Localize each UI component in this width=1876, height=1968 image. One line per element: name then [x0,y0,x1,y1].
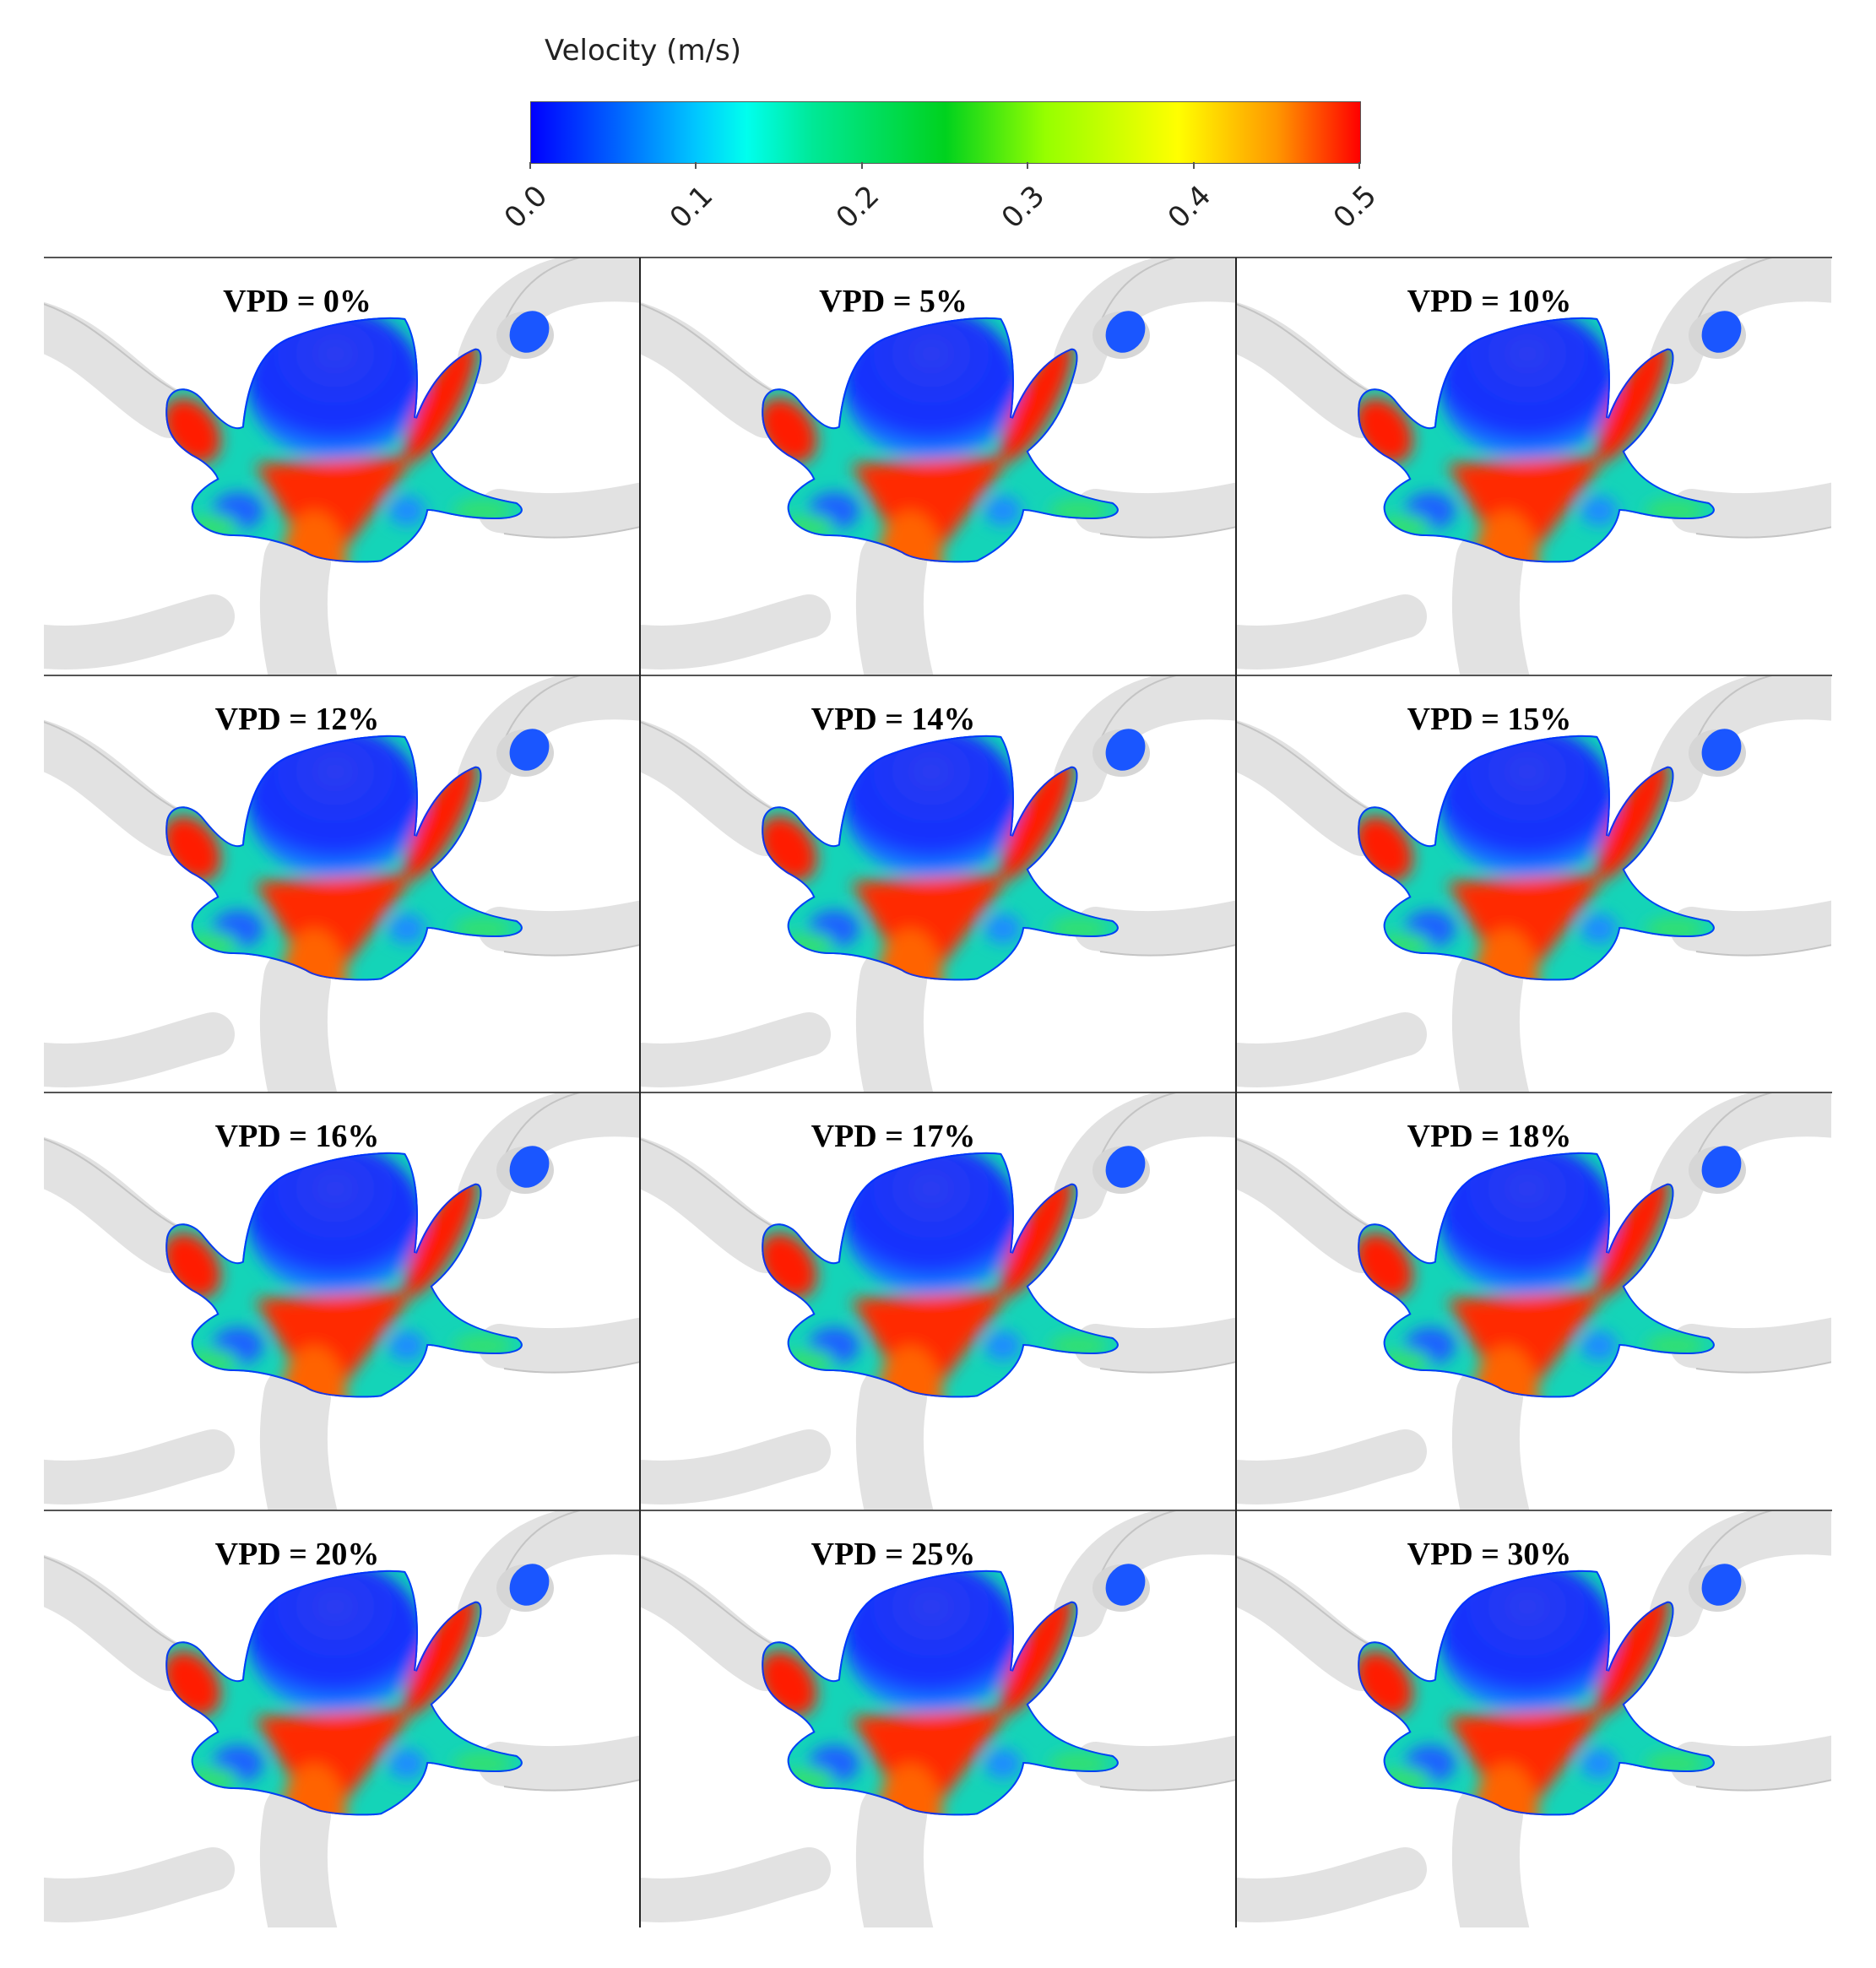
colorbar-tick [529,162,531,169]
velocity-contour-plot [640,1092,1235,1510]
contour-panel: VPD = 18% [1236,1092,1831,1510]
flow-domain [165,1152,523,1398]
flow-domain [762,735,1119,980]
panel-title: VPD = 16% [214,1119,380,1154]
colorbar-tick-label: 0.5 [1326,179,1384,236]
velocity-contour-plot [44,1092,639,1510]
panel-grid: VPD = 0% VPD = 5% VPD = 10% VPD = 12% VPD = … [44,257,1832,1927]
colorbar-tick [1027,162,1029,169]
panel-title: VPD = 18% [1407,1119,1572,1154]
panel-title: VPD = 30% [1407,1536,1572,1572]
velocity-contour-plot [640,675,1235,1092]
panel-title: VPD = 14% [811,701,976,737]
row-separator [44,257,1832,258]
flow-domain [165,735,523,980]
velocity-contour-plot [44,1510,639,1927]
flow-domain [165,1570,523,1815]
panel-title: VPD = 25% [811,1536,976,1572]
inlet-cross-section [1701,311,1742,353]
contour-panel: VPD = 17% [640,1092,1235,1510]
colorbar-tick-label: 0.2 [829,179,886,236]
panel-title: VPD = 17% [811,1119,976,1154]
vessel-wall [1236,675,1831,1092]
velocity-contour-plot [1236,258,1831,675]
flow-domain [1358,1570,1715,1815]
panel-title: VPD = 5% [819,284,968,319]
panel-title: VPD = 20% [214,1536,380,1572]
flow-domain [762,317,1119,563]
panel-title: VPD = 12% [214,701,380,737]
colorbar-tick [695,162,697,169]
inlet-cross-section [1105,1563,1146,1606]
contour-panel: VPD = 20% [44,1510,639,1927]
flow-domain [1358,735,1715,980]
inlet-cross-section [509,1563,550,1606]
contour-panel: VPD = 16% [44,1092,639,1510]
vessel-wall [640,258,1235,675]
colorbar-tick [860,162,863,169]
colorbar-tick-label: 0.1 [664,179,720,236]
velocity-contour-plot [44,675,639,1092]
panel-title: VPD = 10% [1407,284,1572,319]
flow-domain [1358,1152,1715,1398]
contour-panel: VPD = 25% [640,1510,1235,1927]
velocity-contour-plot [640,258,1235,675]
inlet-cross-section [1105,1146,1146,1188]
contour-panel: VPD = 14% [640,675,1235,1092]
inlet-cross-section [1105,311,1146,353]
contour-panel: VPD = 5% [640,258,1235,675]
contour-panel: VPD = 0% [44,258,639,675]
colorbar-tick-label: 0.0 [497,179,555,236]
flow-domain [1358,317,1715,563]
contour-panel: VPD = 10% [1236,258,1831,675]
colorbar-tick [1192,162,1195,169]
velocity-contour-plot [1236,1092,1831,1510]
panel-title: VPD = 0% [223,284,371,319]
row-separator [44,1509,1832,1511]
colorbar-tick-label: 0.4 [1161,179,1217,236]
inlet-cross-section [1701,1146,1742,1188]
inlet-cross-section [509,311,550,353]
flow-domain [762,1152,1119,1398]
contour-panel: VPD = 12% [44,675,639,1092]
vessel-wall [44,1092,639,1510]
flow-domain [165,317,523,563]
inlet-cross-section [1105,728,1146,771]
flow-domain [762,1570,1119,1815]
contour-panel: VPD = 15% [1236,675,1831,1092]
contour-panel: VPD = 30% [1236,1510,1831,1927]
row-separator [44,674,1832,676]
inlet-cross-section [509,728,550,771]
column-separator [639,258,641,1927]
panel-title: VPD = 15% [1407,701,1572,737]
row-separator [44,1092,1832,1093]
vessel-wall [44,1510,639,1927]
inlet-cross-section [509,1146,550,1188]
colorbar-tick [1358,162,1360,169]
velocity-contour-plot [1236,675,1831,1092]
inlet-cross-section [1701,1563,1742,1606]
colorbar-title: Velocity (m/s) [545,34,742,68]
velocity-contour-plot [1236,1510,1831,1927]
velocity-contour-plot [640,1510,1235,1927]
column-separator [1235,258,1237,1927]
inlet-cross-section [1701,728,1742,771]
colorbar-tick-label: 0.3 [995,179,1052,236]
velocity-contour-plot [44,258,639,675]
velocity-colorbar [530,101,1361,164]
vessel-wall [640,1510,1235,1927]
